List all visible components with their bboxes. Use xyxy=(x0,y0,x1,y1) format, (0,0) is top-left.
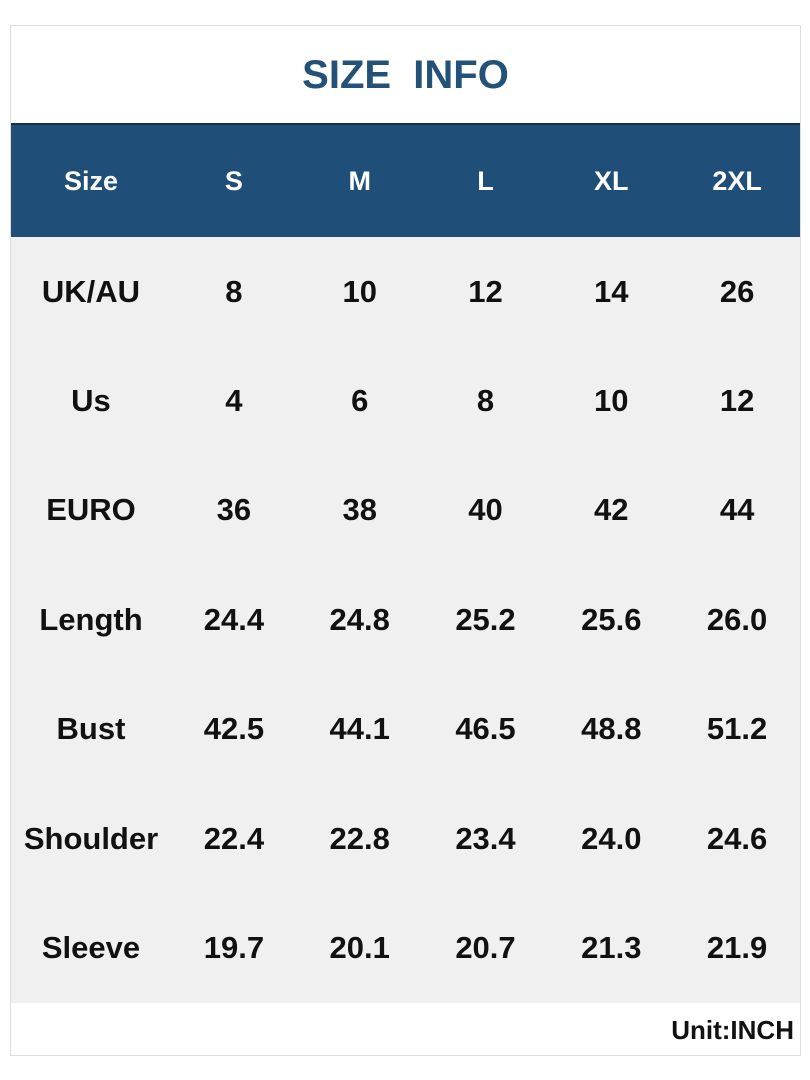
table-row: Bust 42.5 44.1 46.5 48.8 51.2 xyxy=(11,674,800,784)
size-chart: SIZE INFO Size S M L XL 2XL UK/AU 8 10 12 14 26 Us 4 6… xyxy=(10,25,801,1056)
unit-note: Unit:INCH xyxy=(671,1015,794,1045)
table-cell: 46.5 xyxy=(422,674,549,784)
table-cell: 24.8 xyxy=(296,565,423,675)
table-row: Shoulder 22.4 22.8 23.4 24.0 24.6 xyxy=(11,783,800,894)
table-cell: 22.8 xyxy=(296,783,423,894)
row-label: UK/AU xyxy=(11,237,171,347)
title: SIZE INFO xyxy=(11,26,800,125)
table-cell: 8 xyxy=(171,237,297,347)
header-cell: L xyxy=(422,125,549,237)
table-cell: 24.0 xyxy=(548,783,675,894)
table-cell: 14 xyxy=(548,237,675,347)
table-cell: 24.6 xyxy=(674,783,800,894)
table-cell: 38 xyxy=(296,455,423,566)
table-cell: 26 xyxy=(674,237,800,347)
table-cell: 19.7 xyxy=(171,893,297,1003)
table-cell: 22.4 xyxy=(171,783,297,894)
table-cell: 48.8 xyxy=(548,674,675,784)
table-cell: 23.4 xyxy=(422,783,549,894)
table-cell: 21.9 xyxy=(674,893,800,1003)
table-cell: 36 xyxy=(171,455,297,566)
table-cell: 10 xyxy=(548,346,675,456)
header-cell: XL xyxy=(548,125,675,237)
row-label: Shoulder xyxy=(11,783,171,894)
row-label: EURO xyxy=(11,455,171,566)
table-cell: 12 xyxy=(674,346,800,456)
table-cell: 12 xyxy=(422,237,549,347)
row-label: Bust xyxy=(11,674,171,784)
table-row: Sleeve 19.7 20.1 20.7 21.3 21.9 xyxy=(11,893,800,1003)
header-cell: M xyxy=(296,125,423,237)
table-cell: 20.1 xyxy=(296,893,423,1003)
header-cell: Size xyxy=(11,125,171,237)
table-cell: 44 xyxy=(674,455,800,566)
table-cell: 42 xyxy=(548,455,675,566)
table-cell: 8 xyxy=(422,346,549,456)
table-row: Us 4 6 8 10 12 xyxy=(11,346,800,456)
table-cell: 26.0 xyxy=(674,565,800,675)
header-cell: S xyxy=(171,125,297,237)
table-cell: 25.2 xyxy=(422,565,549,675)
table-cell: 44.1 xyxy=(296,674,423,784)
row-label: Us xyxy=(11,346,171,456)
table-cell: 24.4 xyxy=(171,565,297,675)
table-row: Length 24.4 24.8 25.2 25.6 26.0 xyxy=(11,565,800,675)
table-cell: 51.2 xyxy=(674,674,800,784)
table-cell: 6 xyxy=(296,346,423,456)
row-label: Length xyxy=(11,565,171,675)
table-row: EURO 36 38 40 42 44 xyxy=(11,455,800,566)
row-label: Sleeve xyxy=(11,893,171,1003)
header-cell: 2XL xyxy=(674,125,800,237)
table-cell: 10 xyxy=(296,237,423,347)
table-cell: 40 xyxy=(422,455,549,566)
table-cell: 20.7 xyxy=(422,893,549,1003)
table-cell: 21.3 xyxy=(548,893,675,1003)
header-row: Size S M L XL 2XL xyxy=(11,125,800,237)
table-cell: 4 xyxy=(171,346,297,456)
table-row: UK/AU 8 10 12 14 26 xyxy=(11,237,800,347)
table-cell: 25.6 xyxy=(548,565,675,675)
size-table: Size S M L XL 2XL UK/AU 8 10 12 14 26 Us 4 6 8 10 12 EURO 3… xyxy=(11,125,800,1003)
table-cell: 42.5 xyxy=(171,674,297,784)
